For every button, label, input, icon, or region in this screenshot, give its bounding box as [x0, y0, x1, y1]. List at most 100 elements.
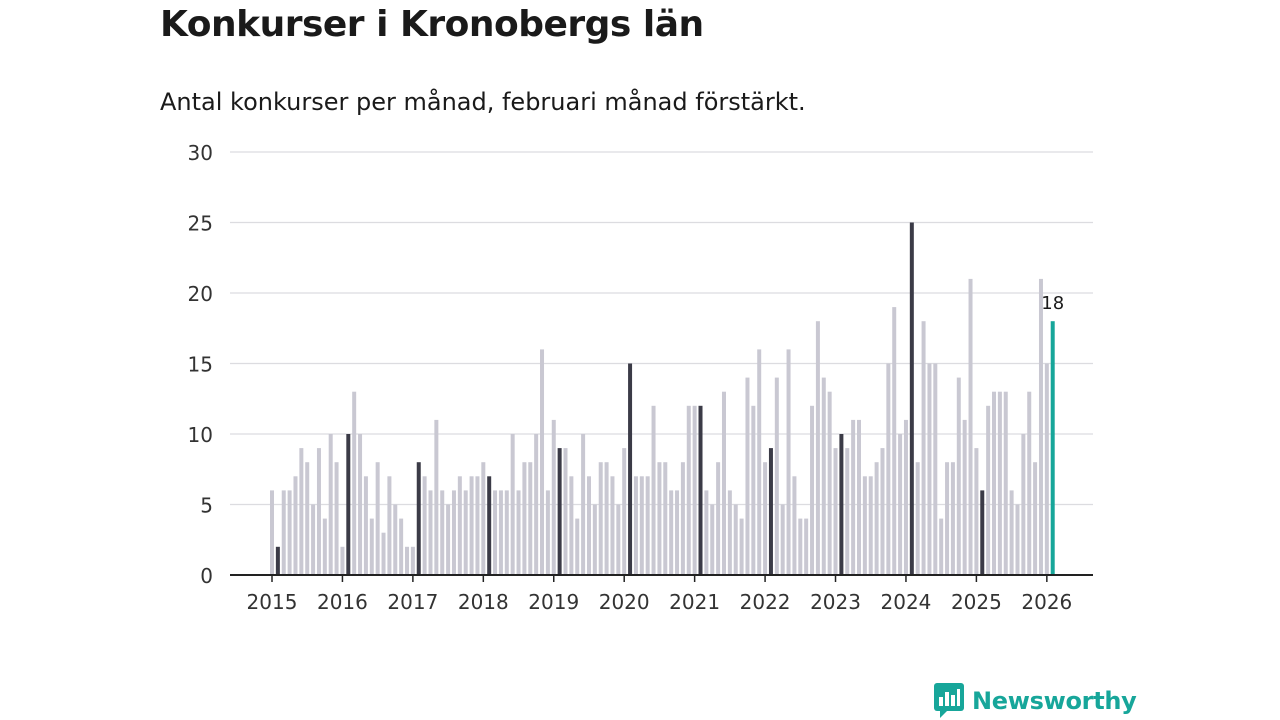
bar — [545, 490, 550, 575]
bar — [575, 518, 580, 575]
bar — [475, 476, 480, 575]
bar-chart-speech-icon — [934, 683, 964, 718]
bar — [986, 405, 991, 575]
bar — [751, 405, 756, 575]
bar — [710, 504, 715, 575]
bar — [598, 462, 603, 575]
x-axis: 2015 2016 2017 2018 2019 2020 2021 2022 2023 2024… — [247, 575, 1072, 614]
bar — [898, 434, 903, 575]
bar — [763, 462, 768, 575]
x-tick-label: 2017 — [387, 590, 438, 614]
bar — [992, 391, 997, 575]
bar — [804, 518, 809, 575]
bar — [352, 391, 357, 575]
bar — [375, 462, 380, 575]
bar — [786, 349, 791, 575]
bar — [1033, 462, 1038, 575]
bar — [1027, 391, 1032, 575]
bar — [592, 504, 597, 575]
bar-february — [557, 448, 562, 575]
newsworthy-logo[interactable]: Newsworthy — [934, 683, 1137, 719]
annotations: 18 — [1041, 293, 1064, 314]
x-tick-label: 2021 — [669, 590, 720, 614]
bar — [745, 377, 750, 575]
bar-february — [275, 546, 280, 575]
bar — [498, 490, 503, 575]
bar — [405, 546, 410, 575]
bar — [810, 405, 815, 575]
bar — [892, 307, 897, 575]
bar-february — [909, 222, 914, 575]
bar-february — [698, 405, 703, 575]
x-tick-label: 2025 — [951, 590, 1002, 614]
bar — [586, 476, 591, 575]
x-tick-label: 2023 — [810, 590, 861, 614]
bars — [270, 222, 1055, 575]
bar — [921, 321, 926, 575]
bar — [1038, 278, 1043, 575]
bar — [610, 476, 615, 575]
bar — [974, 448, 979, 575]
bar — [821, 377, 826, 575]
bar — [299, 448, 304, 575]
bar — [833, 448, 838, 575]
bar — [305, 462, 310, 575]
bar — [968, 278, 973, 575]
bar — [287, 490, 292, 575]
x-tick-label: 2018 — [458, 590, 509, 614]
bar — [622, 448, 627, 575]
bar — [933, 363, 938, 575]
x-tick-label: 2019 — [528, 590, 579, 614]
bar — [798, 518, 803, 575]
bar — [704, 490, 709, 575]
bar — [316, 448, 321, 575]
bar — [399, 518, 404, 575]
bar-february — [346, 434, 351, 575]
bar — [862, 476, 867, 575]
x-tick-label: 2024 — [881, 590, 932, 614]
x-tick-label: 2016 — [317, 590, 368, 614]
bar — [639, 476, 644, 575]
bar-february — [416, 462, 421, 575]
bar — [340, 546, 345, 575]
data-label: 18 — [1041, 293, 1064, 314]
bar — [857, 419, 861, 575]
bar — [528, 462, 533, 575]
bar — [569, 476, 574, 575]
bar — [962, 419, 967, 575]
y-tick-label: 0 — [200, 564, 213, 588]
bar — [363, 476, 368, 575]
bar — [956, 377, 961, 575]
bar — [927, 363, 932, 575]
bar — [1021, 434, 1026, 575]
bar — [950, 462, 955, 575]
bar — [733, 504, 738, 575]
bar — [469, 476, 474, 575]
bar — [945, 462, 950, 575]
bar — [428, 490, 433, 575]
bar — [663, 462, 668, 575]
bar — [540, 349, 545, 575]
x-tick-label: 2020 — [599, 590, 650, 614]
bar — [422, 476, 427, 575]
bar — [270, 490, 274, 575]
bar — [410, 546, 415, 575]
bar — [1003, 391, 1008, 575]
bar-february — [980, 490, 985, 575]
bar — [522, 462, 527, 575]
bar — [757, 349, 762, 575]
bar — [1009, 490, 1014, 575]
bar — [446, 504, 451, 575]
bar — [675, 490, 680, 575]
bar — [1015, 504, 1020, 575]
bar — [792, 476, 797, 575]
bar — [451, 490, 456, 575]
x-tick-label: 2026 — [1021, 590, 1072, 614]
bar-february — [768, 448, 773, 575]
bar — [651, 405, 656, 575]
bar — [939, 518, 944, 575]
bar — [727, 490, 732, 575]
bar — [645, 476, 650, 575]
bar — [669, 490, 674, 575]
y-tick-label: 20 — [188, 282, 213, 306]
